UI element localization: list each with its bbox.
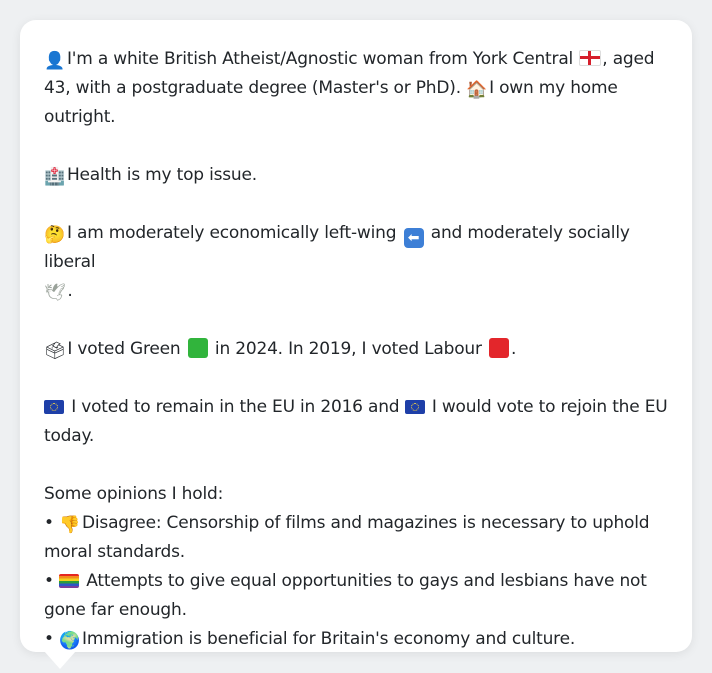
- eu-paragraph: I voted to remain in the EU in 2016 and …: [44, 393, 674, 451]
- bullet: •: [44, 629, 54, 649]
- economics-text-b: and moderately socially liberal: [44, 223, 630, 272]
- person-silhouette-icon: 👤: [44, 51, 65, 71]
- list-item: • 👎 Disagree: Censorship of films and mag…: [44, 509, 674, 538]
- intro-paragraph: 👤 I'm a white British Atheist/Agnostic wo…: [44, 45, 674, 132]
- left-arrow-icon: ⬅: [403, 228, 424, 248]
- speech-bubble-tail: [44, 651, 76, 669]
- opinion-3-line1: Immigration is beneficial for Britain's …: [82, 629, 576, 649]
- opinion-2-line1: Attempts to give equal opportunities to …: [86, 571, 647, 591]
- list-item: • 🌍 Immigration is beneficial for Britain…: [44, 625, 674, 654]
- house-icon: 🏠: [466, 80, 488, 100]
- red-square-icon: [489, 338, 510, 358]
- profile-card: 👤 I'm a white British Atheist/Agnostic wo…: [20, 20, 692, 652]
- intro-text-3: outright.: [44, 107, 116, 127]
- rainbow-flag-icon: [59, 574, 80, 588]
- eu-text-2: today.: [44, 426, 95, 446]
- bullet: •: [44, 571, 54, 591]
- vote-text-a: I voted Green: [67, 339, 181, 359]
- opinions-heading: Some opinions I hold:: [44, 484, 224, 504]
- vote-paragraph: 🗳 I voted Green in 2024. In 2019, I voted…: [44, 335, 674, 364]
- intro-text-2-suffix: I own my home: [489, 78, 618, 98]
- health-paragraph: 🏥 Health is my top issue.: [44, 161, 674, 190]
- eu-text-b: I would vote to rejoin the EU: [431, 397, 668, 417]
- globe-icon: 🌍: [59, 631, 81, 651]
- vote-text-b: in 2024. In 2019, I voted Labour: [214, 339, 482, 359]
- opinion-2-line2: gone far enough.: [44, 600, 187, 620]
- intro-text-1: I'm a white British Atheist/Agnostic wom…: [66, 49, 574, 69]
- thumbs-down-icon: 👎: [59, 515, 81, 535]
- eu-flag-icon: [404, 400, 425, 414]
- intro-text-1-suffix: , aged: [602, 49, 655, 69]
- dove-icon: 🕊: [44, 283, 66, 303]
- eu-text-a: I voted to remain in the EU in 2016 and: [71, 397, 400, 417]
- economics-paragraph: 🤔 I am moderately economically left-wing …: [44, 219, 674, 306]
- hospital-icon: 🏥: [44, 167, 65, 187]
- profile-text: 👤 I'm a white British Atheist/Agnostic wo…: [44, 45, 674, 654]
- vote-text-c: .: [511, 339, 517, 359]
- opinions-section: Some opinions I hold: • 👎 Disagree: Censo…: [44, 480, 674, 654]
- england-flag-icon: [579, 50, 602, 66]
- ballot-box-icon: 🗳: [44, 341, 66, 361]
- opinion-1-line2: moral standards.: [44, 542, 185, 562]
- thinking-face-icon: 🤔: [44, 225, 65, 245]
- bullet: •: [44, 513, 54, 533]
- economics-text-suffix: .: [67, 281, 73, 301]
- economics-text-a: I am moderately economically left-wing: [66, 223, 397, 243]
- green-square-icon: [187, 338, 208, 358]
- list-item: • Attempts to give equal opportunities t…: [44, 567, 674, 596]
- eu-flag-icon: [44, 400, 64, 414]
- health-text: Health is my top issue.: [66, 165, 257, 185]
- intro-text-2: 43, with a postgraduate degree (Master's…: [44, 78, 461, 98]
- opinion-1-line1: Disagree: Censorship of films and magazi…: [82, 513, 650, 533]
